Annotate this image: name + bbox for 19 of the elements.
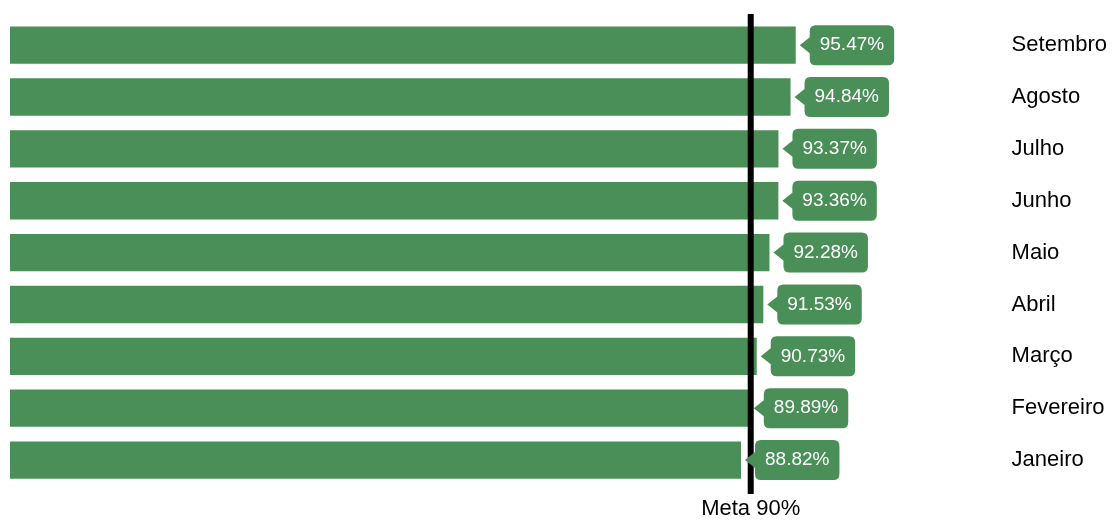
data-label: 88.82%: [765, 448, 830, 470]
data-label: 90.73%: [780, 344, 846, 366]
y-tick-label: Setembro: [1011, 31, 1108, 57]
y-tick-label: Maio: [1011, 238, 1060, 264]
y-tick-label: Abril: [1011, 290, 1056, 316]
ref-line-label: Meta 90%: [701, 495, 801, 521]
y-tick-label: Fevereiro: [1011, 394, 1105, 420]
y-tick-label: Março: [1011, 342, 1073, 368]
data-label: 95.47%: [819, 33, 885, 55]
y-tick-label: Junho: [1011, 186, 1072, 212]
data-label: 92.28%: [793, 240, 859, 262]
data-label: 89.89%: [773, 396, 839, 418]
y-tick-label: Janeiro: [1011, 446, 1084, 472]
data-label: 94.84%: [814, 85, 880, 107]
data-label: 93.37%: [802, 137, 867, 159]
data-label: 93.36%: [802, 188, 867, 210]
y-tick-label: Julho: [1011, 134, 1065, 160]
data-label: 91.53%: [787, 292, 852, 314]
y-tick-label: Agosto: [1011, 83, 1081, 109]
